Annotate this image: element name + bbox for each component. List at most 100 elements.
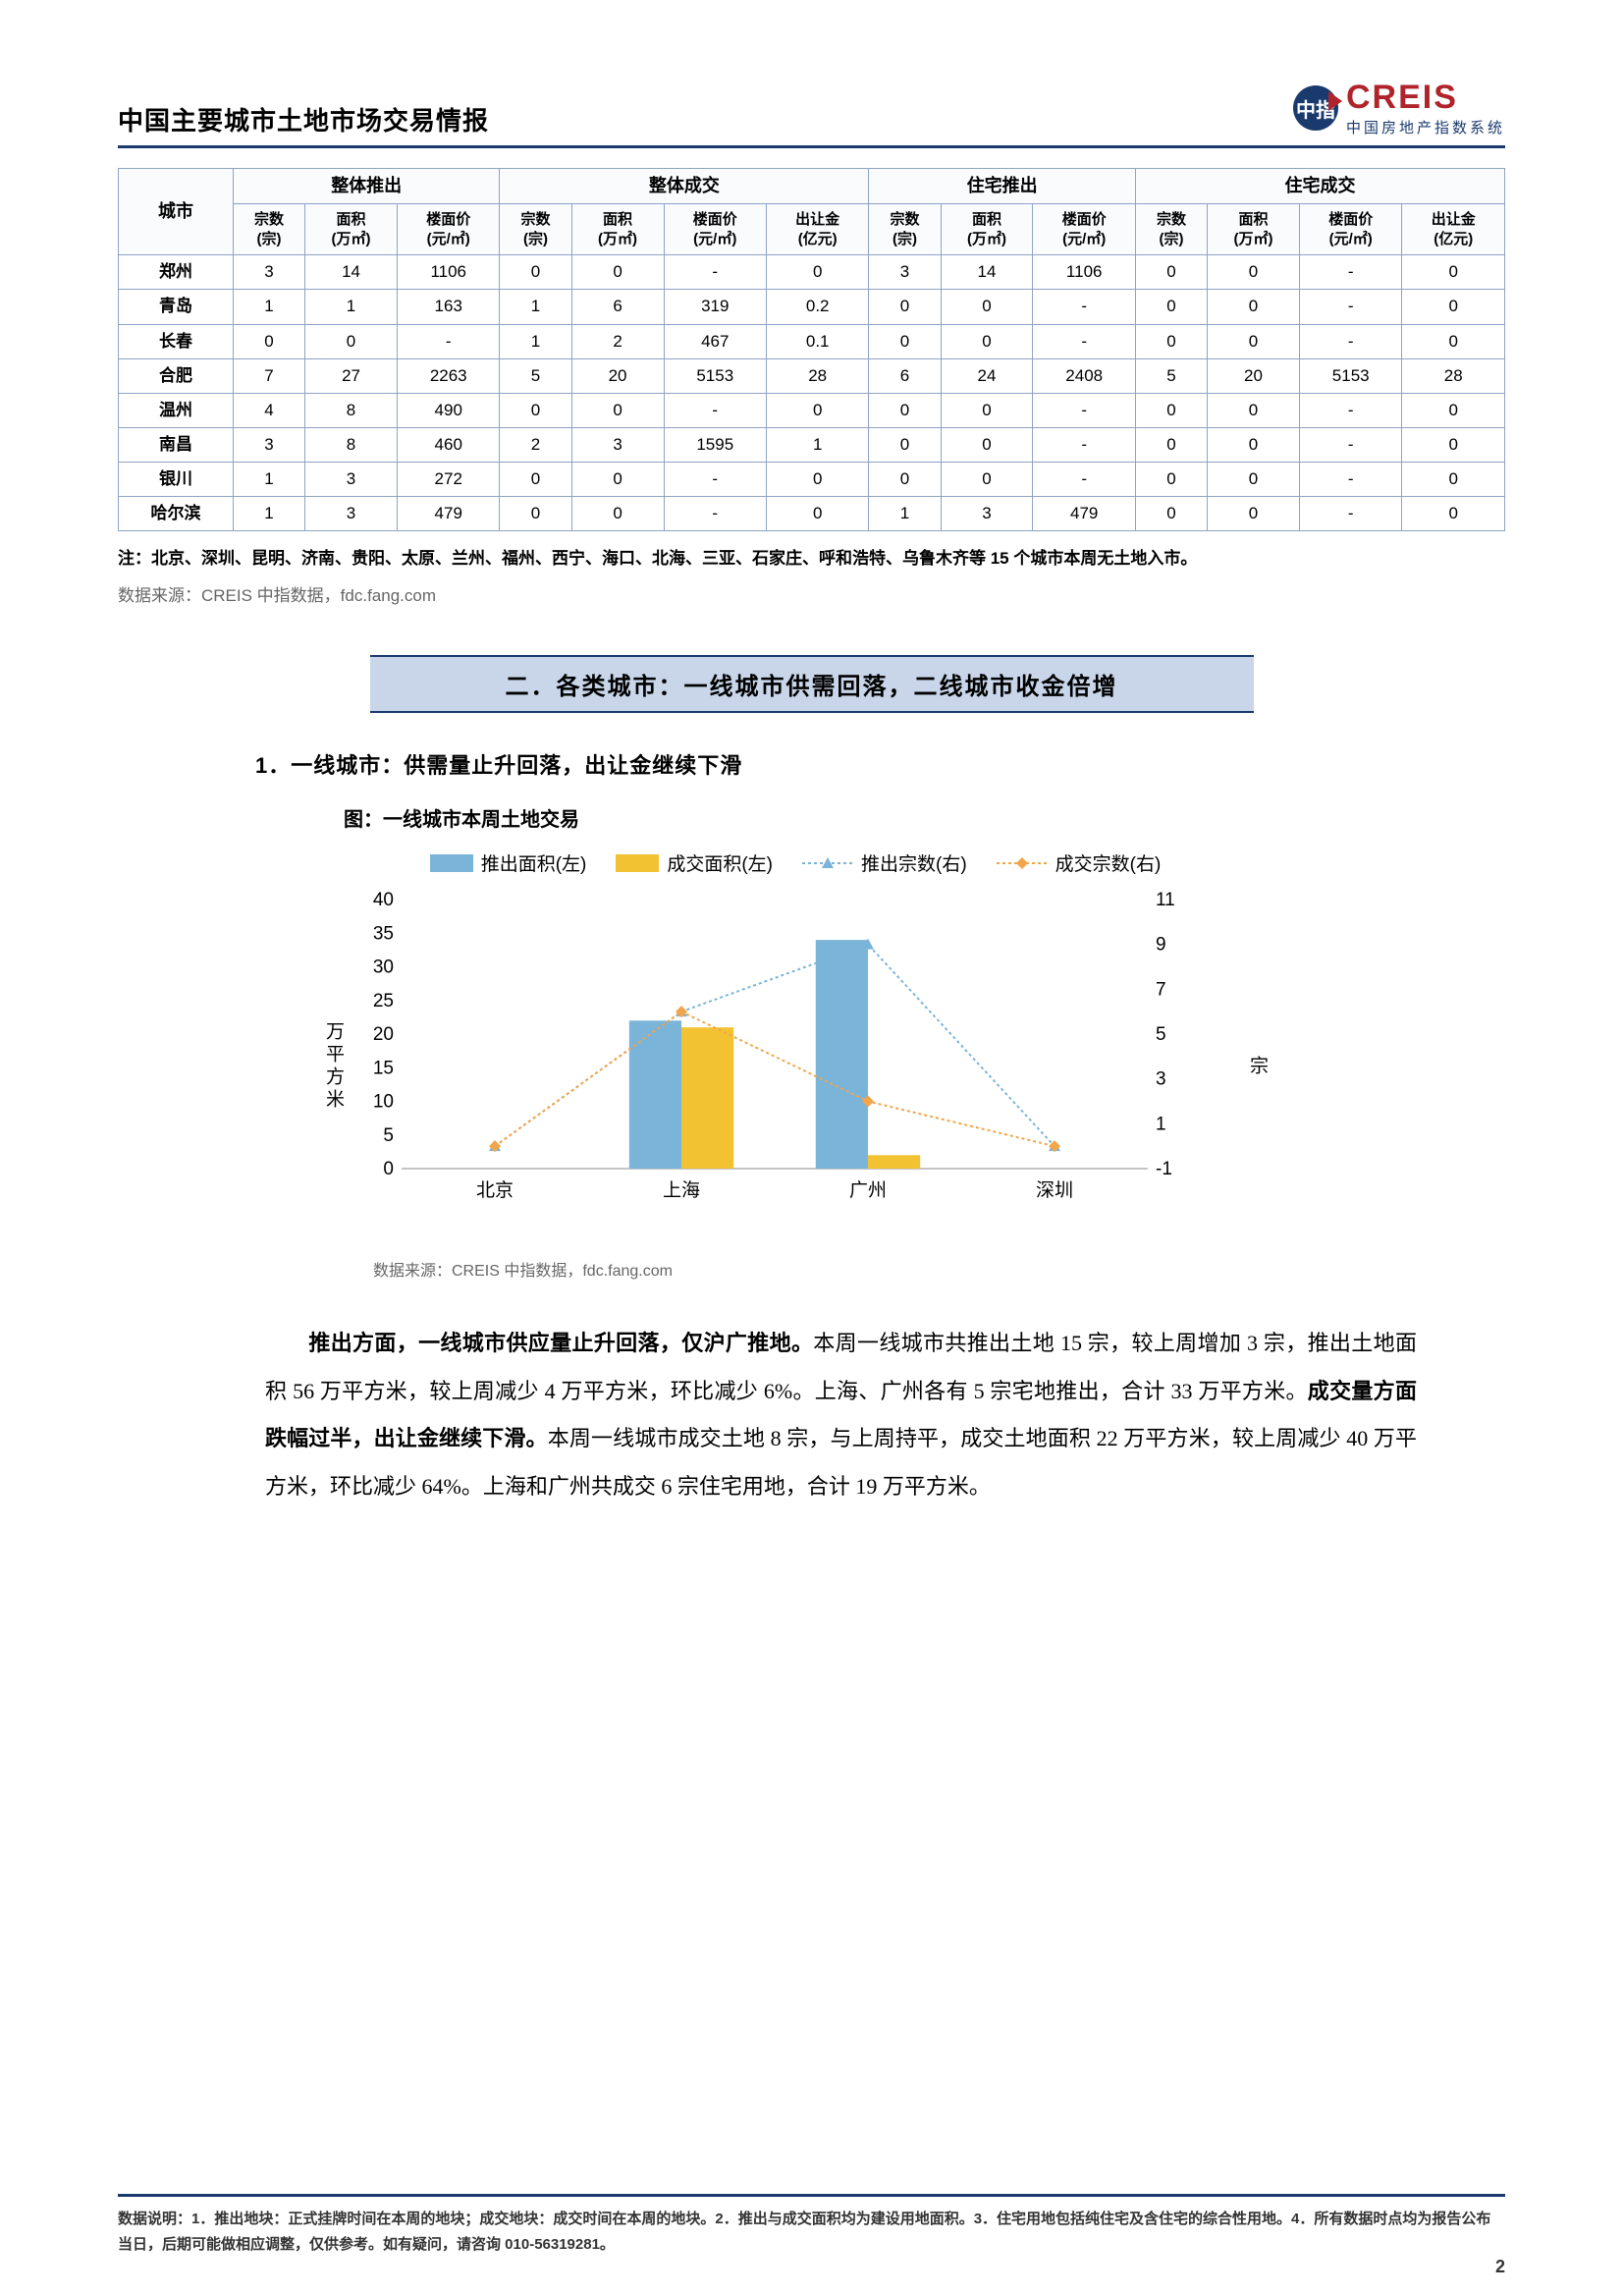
col-subheader: 出让金(亿元) [1402, 204, 1505, 255]
cell-value: 5 [500, 358, 571, 393]
cell-value: 0.2 [766, 290, 868, 324]
chart-plot: 0510152025303540-11357911北京上海广州深圳 [352, 890, 1238, 1243]
col-subheader: 楼面价(元/㎡) [1300, 204, 1402, 255]
cell-value: 0 [1135, 255, 1207, 290]
cell-value: 1595 [664, 427, 766, 462]
cell-value: 2408 [1033, 358, 1135, 393]
cell-value: 0 [571, 497, 664, 531]
cell-value: 479 [1033, 497, 1135, 531]
cell-value: 20 [571, 358, 664, 393]
table-row: 温州4849000-000-00-0 [119, 393, 1505, 427]
cell-value: 1 [500, 290, 571, 324]
svg-text:5: 5 [1156, 1024, 1166, 1045]
cell-value: 490 [398, 393, 500, 427]
cell-value: 0 [941, 393, 1033, 427]
table-row: 青岛11163163190.200-00-0 [119, 290, 1505, 324]
cell-value: 0 [1208, 462, 1300, 496]
cell-value: 0 [1135, 427, 1207, 462]
chart-legend: 推出面积(左)成交面积(左)推出宗数(右)成交宗数(右) [314, 849, 1276, 876]
cell-value: 1106 [1033, 255, 1135, 290]
cell-value: 0 [1208, 324, 1300, 358]
cell-value: 1 [305, 290, 398, 324]
section-title: 二．各类城市：一线城市供需回落，二线城市收金倍增 [370, 655, 1254, 713]
cell-value: 8 [305, 393, 398, 427]
legend-item: 成交宗数(右) [997, 849, 1162, 876]
cell-value: - [398, 324, 500, 358]
cell-value: - [1300, 290, 1402, 324]
cell-value: 24 [941, 358, 1033, 393]
cell-value: 7 [233, 358, 304, 393]
cell-value: 5 [1135, 358, 1207, 393]
cell-value: 2 [500, 427, 571, 462]
cell-value: 1 [233, 497, 304, 531]
svg-text:北京: 北京 [476, 1179, 514, 1201]
cell-value: - [1300, 497, 1402, 531]
cell-value: 14 [305, 255, 398, 290]
cell-value: 163 [398, 290, 500, 324]
cell-value: 0 [233, 324, 304, 358]
svg-text:20: 20 [373, 1024, 394, 1045]
table-row: 合肥72722635205153286242408520515328 [119, 358, 1505, 393]
cell-value: 0 [1208, 427, 1300, 462]
logo-badge-icon: 中指 [1293, 85, 1338, 131]
legend-item: 推出面积(左) [430, 849, 587, 876]
cell-value: - [664, 393, 766, 427]
cell-value: - [1033, 393, 1135, 427]
col-subheader: 宗数(宗) [233, 204, 304, 255]
cell-value: 0 [571, 255, 664, 290]
cell-value: 4 [233, 393, 304, 427]
cell-value: 27 [305, 358, 398, 393]
cell-value: 0 [1135, 324, 1207, 358]
cell-value: - [1033, 324, 1135, 358]
cell-value: 0 [941, 462, 1033, 496]
cell-value: 0 [500, 497, 571, 531]
table-source: 数据来源：CREIS 中指数据，fdc.fang.com [118, 581, 1505, 606]
group-res-deal: 住宅成交 [1135, 169, 1504, 204]
cell-value: 0 [941, 324, 1033, 358]
cell-value: 3 [305, 497, 398, 531]
svg-text:广州: 广州 [849, 1179, 887, 1201]
cell-value: 0 [766, 497, 868, 531]
cell-value: 28 [766, 358, 868, 393]
cell-value: 460 [398, 427, 500, 462]
cell-value: - [1300, 393, 1402, 427]
cell-value: 1 [500, 324, 571, 358]
cell-value: - [1300, 462, 1402, 496]
table-row: 银川1327200-000-00-0 [119, 462, 1505, 496]
table-row: 郑州314110600-0314110600-0 [119, 255, 1505, 290]
cell-value: 2263 [398, 358, 500, 393]
group-res-push: 住宅推出 [869, 169, 1136, 204]
cell-value: 0 [500, 393, 571, 427]
y-right-label: 宗 [1238, 890, 1276, 1243]
legend-line-icon [802, 854, 853, 872]
cell-value: 0 [869, 393, 941, 427]
cell-value: 0 [305, 324, 398, 358]
cell-value: 0 [766, 462, 868, 496]
legend-line-icon [997, 854, 1048, 872]
legend-label: 推出面积(左) [481, 849, 587, 876]
cell-value: - [1300, 324, 1402, 358]
col-subheader: 楼面价(元/㎡) [1033, 204, 1135, 255]
cell-value: 0 [571, 462, 664, 496]
cell-value: 0 [1402, 462, 1505, 496]
cell-value: 272 [398, 462, 500, 496]
cell-value: 1 [233, 290, 304, 324]
svg-text:30: 30 [373, 957, 394, 978]
cell-value: 1 [766, 427, 868, 462]
svg-text:15: 15 [373, 1059, 394, 1079]
cell-value: 1106 [398, 255, 500, 290]
svg-text:-1: -1 [1156, 1159, 1172, 1179]
legend-label: 成交面积(左) [667, 849, 773, 876]
col-subheader: 面积(万㎡) [1208, 204, 1300, 255]
svg-text:1: 1 [1156, 1115, 1166, 1135]
cell-value: 5153 [1300, 358, 1402, 393]
cell-value: 0.1 [766, 324, 868, 358]
cell-value: 0 [500, 462, 571, 496]
cell-value: 8 [305, 427, 398, 462]
chart-source: 数据来源：CREIS 中指数据，fdc.fang.com [373, 1257, 1276, 1281]
svg-text:9: 9 [1156, 935, 1166, 956]
col-city: 城市 [119, 169, 234, 255]
logo-area: 中指 CREIS 中国房地产指数系统 [1293, 79, 1505, 137]
cell-value: 0 [1135, 497, 1207, 531]
cell-value: 0 [1402, 393, 1505, 427]
